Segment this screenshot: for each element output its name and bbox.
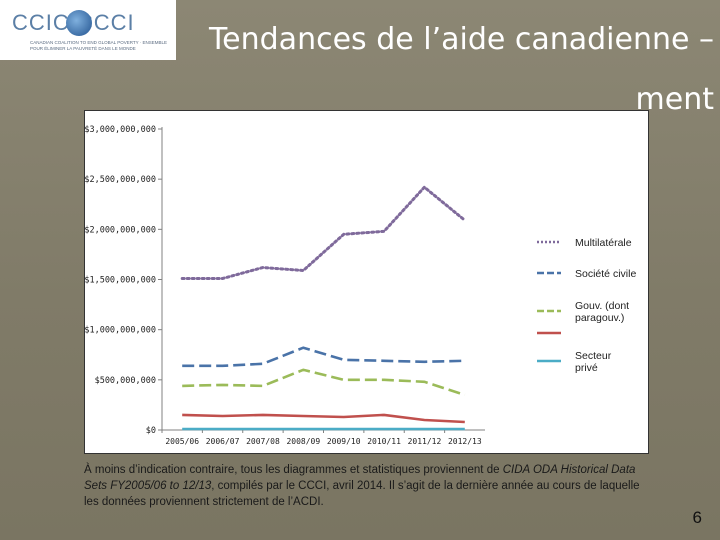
chart: $0 $500,000,000 $1,000,000,000 $1,500,000,0… bbox=[84, 110, 649, 454]
x-tick-label: 2007/08 bbox=[246, 437, 280, 446]
series-line bbox=[182, 346, 465, 368]
series-line bbox=[182, 413, 465, 424]
y-tick-label: $1,500,000,000 bbox=[85, 276, 156, 286]
series-line bbox=[180, 185, 467, 280]
logo-subtitle: CANADIAN COALITION TO END GLOBAL POVERTY… bbox=[30, 40, 168, 51]
legend-label: privé bbox=[575, 362, 598, 374]
footnote: À moins d’indication contraire, tous les… bbox=[84, 462, 644, 510]
footnote-source: CIDA ODA Historical Data Sets FY2005/06 … bbox=[84, 464, 636, 492]
page-number: 6 bbox=[692, 508, 702, 527]
footnote-suffix: , compilés par le CCCI, avril 2014. Il s… bbox=[84, 480, 640, 508]
y-tick-label: $0 bbox=[146, 426, 156, 436]
footnote-prefix: À moins d’indication contraire, tous les… bbox=[84, 464, 503, 476]
y-tick-label: $3,000,000,000 bbox=[85, 125, 156, 135]
x-tick-label: 2010/11 bbox=[367, 437, 401, 446]
legend-label: Gouv. (dont bbox=[575, 300, 629, 312]
legend-label: Multilatérale bbox=[575, 237, 632, 249]
y-tick-label: $1,000,000,000 bbox=[85, 326, 156, 336]
x-tick-label: 2005/06 bbox=[165, 437, 199, 446]
x-tick-label: 2008/09 bbox=[286, 437, 320, 446]
legend-label: Société civile bbox=[575, 268, 636, 280]
y-tick-label: $500,000,000 bbox=[95, 376, 156, 386]
chart-svg: $0 $500,000,000 $1,000,000,000 $1,500,000,0… bbox=[85, 125, 636, 446]
globe-icon bbox=[66, 10, 92, 36]
x-tick-label: 2009/10 bbox=[327, 437, 361, 446]
y-tick-label: $2,000,000,000 bbox=[85, 225, 156, 235]
y-tick-label: $2,500,000,000 bbox=[85, 175, 156, 185]
logo-panel: CCIC CCCI CANADIAN COALITION TO END GLOB… bbox=[0, 0, 176, 60]
x-tick-label: 2012/13 bbox=[448, 437, 482, 446]
slide-title: Tendances de l’aide canadienne – ment bbox=[208, 22, 714, 117]
series-line bbox=[182, 368, 466, 397]
legend-label: Secteur bbox=[575, 350, 612, 362]
x-tick-label: 2011/12 bbox=[408, 437, 442, 446]
legend-label: paragouv.) bbox=[575, 312, 624, 324]
x-tick-label: 2006/07 bbox=[206, 437, 240, 446]
